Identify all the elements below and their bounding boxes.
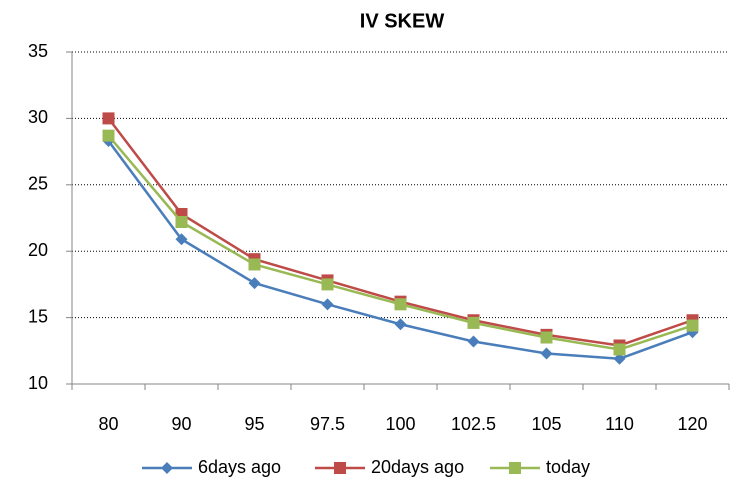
marker	[161, 462, 173, 474]
marker	[613, 343, 626, 356]
y-tick-label: 15	[28, 306, 48, 326]
y-tick-label: 10	[28, 373, 48, 393]
marker	[248, 258, 261, 271]
marker	[540, 347, 553, 360]
x-tick-label: 80	[98, 414, 118, 434]
legend-label: today	[546, 457, 590, 477]
marker	[102, 112, 115, 125]
x-tick-label: 95	[244, 414, 264, 434]
y-tick-label: 30	[28, 107, 48, 127]
x-tick-label: 90	[171, 414, 191, 434]
marker	[509, 462, 521, 474]
marker	[613, 352, 626, 365]
legend-label: 6days ago	[198, 457, 281, 477]
x-tick-label: 110	[605, 414, 634, 434]
x-tick-label: 100	[385, 414, 415, 434]
x-tick-label: 105	[531, 414, 561, 434]
marker	[321, 298, 334, 311]
x-tick-label: 97.5	[310, 414, 345, 434]
marker	[334, 462, 346, 474]
marker	[394, 298, 407, 311]
marker	[102, 129, 115, 142]
x-tick-label: 120	[677, 414, 707, 434]
legend-label: 20days ago	[371, 457, 464, 477]
series-line	[107, 134, 693, 351]
y-tick-label: 20	[28, 240, 48, 260]
marker	[467, 316, 480, 329]
marker	[175, 215, 188, 228]
marker	[175, 233, 188, 246]
series-line	[107, 117, 693, 347]
marker	[321, 278, 334, 291]
y-tick-label: 25	[28, 174, 48, 194]
marker	[394, 318, 407, 331]
y-tick-label: 35	[28, 41, 48, 61]
marker	[248, 277, 261, 290]
marker	[540, 331, 553, 344]
marker	[467, 335, 480, 348]
chart-title: IV SKEW	[360, 10, 445, 32]
marker	[686, 319, 699, 332]
x-tick-label: 102.5	[451, 414, 496, 434]
